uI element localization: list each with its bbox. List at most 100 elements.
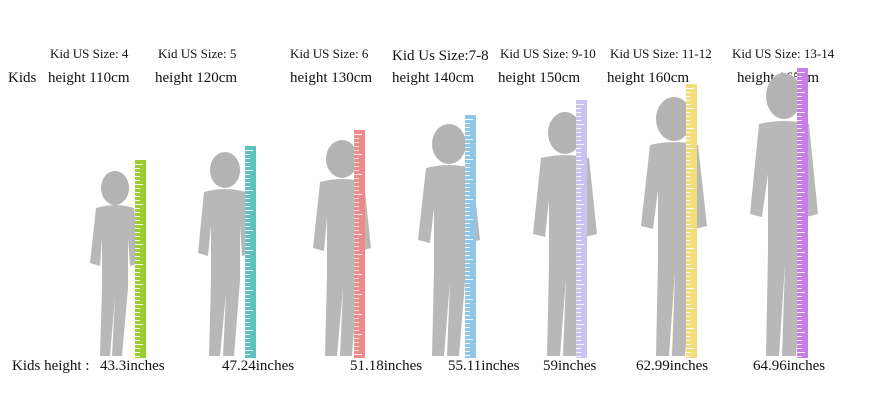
ruler-tick [576,356,581,357]
ruler-tick [797,316,802,317]
ruler-tick [135,264,143,265]
ruler-tick [465,187,470,188]
ruler-tick [797,80,802,81]
ruler-tick [797,112,805,113]
ruler-tick [797,336,802,337]
ruler-tick [797,260,802,261]
ruler-tick [354,134,362,135]
ruler-tick [686,172,691,173]
ruler-tick [465,183,470,184]
ruler-tick [354,342,359,343]
ruler-tick [245,302,250,303]
ruler-tick [686,232,691,233]
ruler-tick [135,196,140,197]
ruler-tick [465,295,470,296]
ruler-tick [135,348,140,349]
ruler-tick [576,288,581,289]
ruler-tick [465,167,470,168]
kids-height-label: Kids height : [12,358,90,374]
ruler-tick [576,340,581,341]
ruler-tick [797,160,802,161]
size-label-4: Kid US Size: 4 [50,46,129,61]
ruler-tick [135,184,143,185]
ruler-tick [354,258,359,259]
height-ruler-5 [576,100,587,358]
ruler-tick [686,348,694,349]
height-label-120: height 120cm [155,70,238,86]
inches-label-4: 43.3inches [100,358,165,374]
ruler-tick [576,308,581,309]
height-label-160: height 160cm [607,70,690,86]
ruler-tick [245,238,250,239]
ruler-tick [686,144,691,145]
ruler-tick [465,259,473,260]
ruler-tick [245,350,253,351]
ruler-tick [686,248,694,249]
ruler-tick [245,246,250,247]
ruler-tick [576,128,581,129]
ruler-tick [465,255,470,256]
ruler-tick [245,330,253,331]
ruler-tick [576,160,581,161]
ruler-tick [354,226,359,227]
ruler-tick [135,316,140,317]
ruler-tick [354,246,359,247]
ruler-tick [354,182,359,183]
ruler-tick [797,96,802,97]
ruler-tick [686,260,691,261]
ruler-tick [245,162,250,163]
ruler-tick [135,176,140,177]
ruler-tick [686,120,691,121]
ruler-tick [245,174,250,175]
ruler-tick [135,256,140,257]
ruler-tick [354,274,362,275]
ruler-tick [797,340,802,341]
ruler-tick [576,268,581,269]
ruler-tick [797,144,802,145]
ruler-tick [797,244,802,245]
ruler-tick [686,280,691,281]
ruler-tick [354,278,359,279]
ruler-tick [354,290,359,291]
child-silhouette-2 [190,148,260,358]
ruler-tick [245,306,250,307]
ruler-tick [354,194,362,195]
ruler-tick [354,238,359,239]
ruler-tick [797,124,802,125]
ruler-tick [797,208,802,209]
ruler-tick [245,178,250,179]
ruler-tick [465,123,470,124]
ruler-tick [354,214,362,215]
ruler-tick [354,174,362,175]
ruler-tick [576,316,581,317]
ruler-tick [797,108,802,109]
ruler-tick [576,352,581,353]
ruler-tick [465,219,473,220]
ruler-tick [576,196,581,197]
ruler-tick [576,224,584,225]
size-label-6: Kid US Size: 6 [290,46,369,61]
ruler-tick [354,270,359,271]
height-label-110: height 110cm [48,70,130,86]
ruler-tick [135,288,140,289]
ruler-tick [686,180,691,181]
ruler-tick [135,188,140,189]
ruler-tick [354,206,359,207]
ruler-tick [465,327,470,328]
ruler-tick [686,204,691,205]
ruler-tick [797,264,802,265]
ruler-tick [686,208,694,209]
ruler-tick [465,199,473,200]
ruler-tick [354,314,362,315]
ruler-tick [686,272,691,273]
ruler-tick [354,234,362,235]
ruler-tick [135,224,143,225]
ruler-tick [686,216,691,217]
ruler-tick [576,108,581,109]
ruler-tick [354,338,359,339]
ruler-tick [797,292,805,293]
ruler-tick [354,142,359,143]
ruler-tick [465,215,470,216]
ruler-tick [465,159,473,160]
ruler-tick [135,236,140,237]
